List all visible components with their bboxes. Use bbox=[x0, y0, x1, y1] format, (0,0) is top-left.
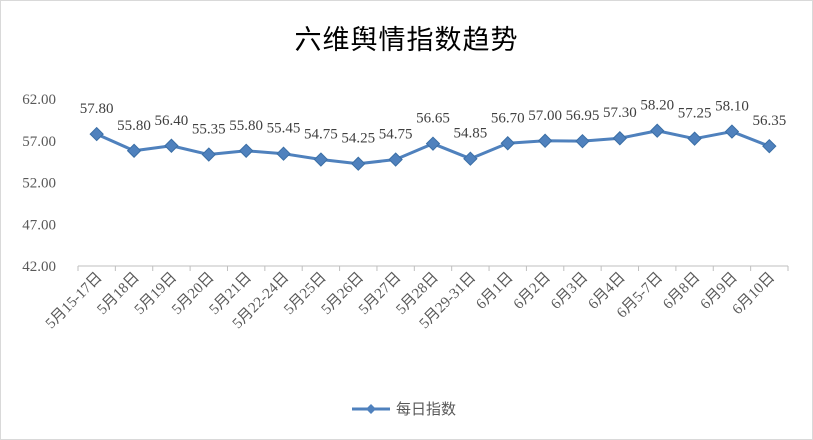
data-point bbox=[612, 131, 628, 146]
data-label: 56.95 bbox=[566, 108, 600, 124]
y-axis: 42.00 47.00 52.00 57.00 62.00 bbox=[22, 92, 56, 275]
legend-marker bbox=[366, 404, 376, 414]
data-point bbox=[276, 146, 291, 161]
data-point bbox=[351, 156, 366, 171]
x-tick-label: 6月10日 bbox=[730, 270, 778, 318]
data-point bbox=[89, 126, 104, 142]
data-point bbox=[762, 138, 777, 154]
data-label: 56.35 bbox=[752, 113, 786, 129]
data-label: 55.45 bbox=[267, 121, 301, 137]
data-label: 57.00 bbox=[528, 108, 562, 124]
data-label: 56.65 bbox=[416, 111, 450, 127]
data-point bbox=[687, 131, 702, 146]
data-point bbox=[463, 151, 478, 166]
data-label: 58.20 bbox=[640, 98, 674, 114]
data-point bbox=[313, 152, 329, 167]
data-point bbox=[500, 136, 515, 151]
data-label: 55.35 bbox=[192, 122, 226, 138]
chart-title: 六维舆情指数趋势 bbox=[294, 25, 519, 56]
data-label: 56.40 bbox=[155, 113, 189, 129]
data-point bbox=[201, 147, 216, 162]
y-tick-label: 57.00 bbox=[22, 134, 56, 150]
legend: 每日指数 bbox=[352, 400, 456, 418]
data-label: 58.10 bbox=[715, 99, 749, 115]
data-label: 57.25 bbox=[678, 106, 712, 122]
legend-label: 每日指数 bbox=[396, 400, 456, 418]
x-tick-label: 6月3日 bbox=[548, 270, 591, 313]
y-tick-label: 47.00 bbox=[22, 217, 56, 233]
x-tick-label: 6月8日 bbox=[660, 270, 703, 313]
data-point bbox=[537, 133, 553, 148]
data-label: 54.75 bbox=[379, 127, 413, 143]
x-axis: 5月15-17日5月18日5月19日5月20日5月21日5月22-24日5月25… bbox=[43, 265, 789, 333]
y-tick-label: 42.00 bbox=[22, 259, 56, 275]
data-point bbox=[724, 124, 740, 139]
data-label: 54.75 bbox=[304, 127, 338, 143]
data-point bbox=[575, 133, 590, 149]
data-point bbox=[650, 123, 665, 138]
data-point bbox=[126, 143, 142, 158]
data-label: 57.30 bbox=[603, 105, 637, 121]
data-label: 57.80 bbox=[80, 101, 114, 117]
data-label: 55.80 bbox=[229, 118, 263, 134]
x-tick-label: 6月2日 bbox=[511, 270, 554, 313]
y-tick-label: 62.00 bbox=[22, 92, 56, 108]
y-tick-label: 52.00 bbox=[22, 176, 56, 192]
data-point bbox=[238, 143, 254, 158]
data-label: 54.85 bbox=[453, 126, 487, 142]
x-tick-label: 5月15-17日 bbox=[43, 270, 106, 333]
data-label: 55.80 bbox=[117, 118, 151, 134]
data-point bbox=[425, 136, 441, 151]
data-point bbox=[388, 152, 403, 167]
data-label: 54.25 bbox=[341, 131, 375, 147]
x-tick-label: 6月1日 bbox=[473, 270, 516, 313]
data-label: 56.70 bbox=[491, 110, 525, 126]
data-point bbox=[164, 138, 179, 153]
